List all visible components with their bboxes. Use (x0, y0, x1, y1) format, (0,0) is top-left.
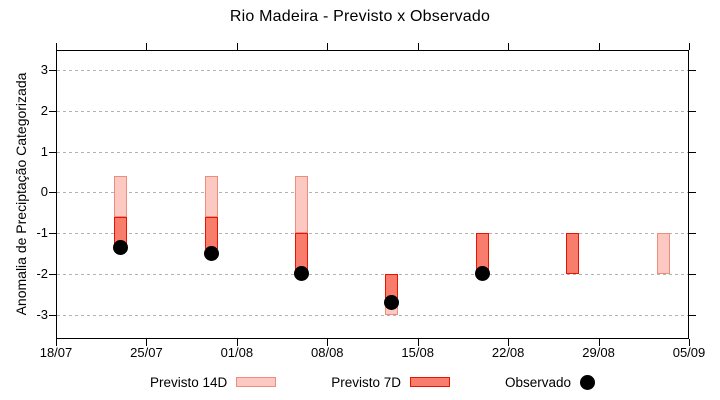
legend-swatch-p7 (410, 377, 451, 387)
y-tick-left (49, 111, 56, 113)
legend-item-p14: Previsto 14D (149, 374, 277, 390)
x-tick-label: 22/08 (491, 345, 525, 360)
forecast-bar-segment-p14 (294, 176, 308, 234)
observed-dot (293, 266, 309, 282)
x-tick-top (327, 43, 329, 50)
y-tick-left (49, 273, 56, 275)
forecast-bar-segment-p7 (204, 216, 218, 250)
x-tick-bottom (689, 339, 690, 346)
y-tick-left (49, 314, 56, 316)
x-tick-bottom (327, 339, 329, 346)
x-tick-label: 05/09 (672, 345, 706, 360)
y-tick-right (689, 70, 696, 72)
x-tick-bottom (236, 339, 238, 346)
x-tick-top (598, 43, 600, 50)
y-tick-right (689, 111, 696, 113)
observed-dot (474, 266, 490, 282)
forecast-bar-segment-p7 (294, 233, 308, 270)
gridline (57, 111, 688, 113)
x-tick-bottom (417, 339, 419, 346)
forecast-bar-segment-p7 (566, 233, 580, 274)
legend-swatch-p14 (236, 377, 277, 387)
x-tick-label: 15/08 (401, 345, 434, 360)
x-tick-top (508, 43, 510, 50)
gridline (57, 233, 688, 235)
legend-dot-icon (580, 374, 596, 390)
x-tick-label: 25/07 (130, 345, 163, 360)
x-tick-label: 18/07 (39, 345, 73, 360)
forecast-bar-segment-p14 (114, 176, 128, 217)
y-tick-label: -1 (36, 225, 48, 241)
legend-label: Observado (505, 374, 572, 390)
gridline (57, 192, 688, 194)
x-tick-top (146, 43, 148, 50)
legend-item-p7: Previsto 7D (331, 374, 451, 390)
x-tick-bottom (146, 339, 148, 346)
x-tick-bottom (508, 339, 510, 346)
y-tick-label: -3 (36, 306, 48, 322)
forecast-bar-segment-p14 (656, 233, 670, 274)
y-tick-left (49, 192, 56, 194)
y-tick-label: 2 (40, 103, 48, 119)
chart-title: Rio Madeira - Previsto x Observado (229, 8, 491, 25)
y-tick-right (689, 233, 696, 235)
gridline (57, 314, 688, 316)
observed-dot (384, 294, 400, 310)
legend-label: Previsto 7D (331, 374, 402, 390)
legend-item-obs: Observado (505, 374, 596, 390)
observed-dot (203, 246, 219, 262)
y-tick-left (49, 70, 56, 72)
legend: Previsto 14D Previsto 7D Observado (56, 371, 689, 393)
gridline (57, 151, 688, 153)
y-tick-label: -2 (36, 265, 48, 281)
y-tick-label: 1 (40, 143, 48, 159)
x-tick-top (417, 43, 419, 50)
gridline (57, 70, 688, 72)
gridline (57, 273, 688, 275)
forecast-bar-segment-p14 (204, 176, 218, 217)
y-tick-label: 3 (40, 62, 48, 78)
x-tick-label: 29/08 (582, 345, 615, 360)
y-tick-right (689, 151, 696, 153)
x-tick-label: 01/08 (220, 345, 254, 360)
y-tick-left (49, 233, 56, 235)
x-tick-label: 08/08 (311, 345, 344, 360)
observed-dot (113, 239, 129, 255)
y-tick-right (689, 314, 696, 316)
x-tick-bottom (56, 339, 57, 346)
x-tick-top (56, 43, 57, 50)
x-tick-top (236, 43, 238, 50)
x-tick-bottom (598, 339, 600, 346)
y-tick-right (689, 192, 696, 194)
x-tick-top (689, 43, 690, 50)
legend-label: Previsto 14D (149, 374, 228, 390)
y-tick-left (49, 151, 56, 153)
y-tick-right (689, 273, 696, 275)
plot-area (56, 50, 689, 339)
y-tick-label: 0 (40, 184, 48, 200)
